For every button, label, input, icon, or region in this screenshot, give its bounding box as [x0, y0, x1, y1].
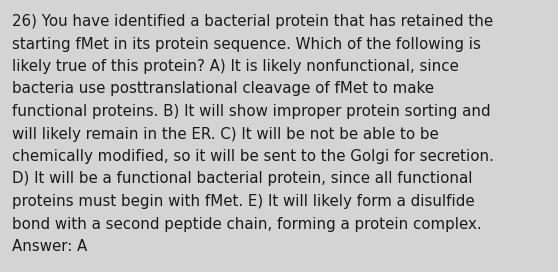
Text: bond with a second peptide chain, forming a protein complex.: bond with a second peptide chain, formin…	[12, 217, 482, 231]
Text: bacteria use posttranslational cleavage of fMet to make: bacteria use posttranslational cleavage …	[12, 82, 434, 97]
Text: D) It will be a functional bacterial protein, since all functional: D) It will be a functional bacterial pro…	[12, 172, 473, 187]
Text: Answer: A: Answer: A	[12, 239, 87, 254]
Text: functional proteins. B) It will show improper protein sorting and: functional proteins. B) It will show imp…	[12, 104, 490, 119]
Text: 26) You have identified a bacterial protein that has retained the: 26) You have identified a bacterial prot…	[12, 14, 493, 29]
Text: chemically modified, so it will be sent to the Golgi for secretion.: chemically modified, so it will be sent …	[12, 149, 494, 164]
Text: proteins must begin with fMet. E) It will likely form a disulfide: proteins must begin with fMet. E) It wil…	[12, 194, 475, 209]
Text: starting fMet in its protein sequence. Which of the following is: starting fMet in its protein sequence. W…	[12, 36, 481, 51]
Text: likely true of this protein? A) It is likely nonfunctional, since: likely true of this protein? A) It is li…	[12, 59, 459, 74]
Text: will likely remain in the ER. C) It will be not be able to be: will likely remain in the ER. C) It will…	[12, 126, 439, 141]
